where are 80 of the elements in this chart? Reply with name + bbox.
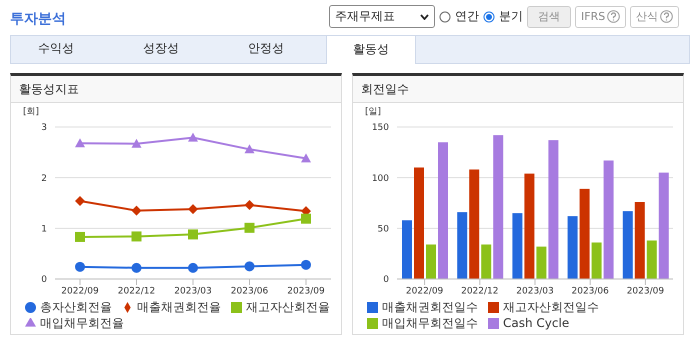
- point: [75, 138, 85, 148]
- point: [188, 262, 198, 273]
- text: 활동성: [326, 35, 416, 64]
- bar: [512, 213, 522, 279]
- bar: [658, 172, 669, 279]
- text: 성장성: [142, 40, 180, 57]
- x-tick-label: 2023/06: [230, 286, 268, 296]
- y-axis-title: [회]: [23, 106, 40, 118]
- point: [75, 196, 85, 206]
- x-tick-label: 2022/09: [406, 286, 444, 296]
- bar: [469, 170, 480, 279]
- point: [188, 132, 198, 142]
- point: [301, 260, 311, 270]
- bar: [646, 240, 657, 279]
- bar: [493, 135, 504, 279]
- x-tick-label: 2022/12: [461, 286, 498, 296]
- point: [301, 153, 311, 162]
- bar: [634, 202, 645, 279]
- point: [132, 206, 142, 216]
- bar: [604, 160, 614, 279]
- point: [244, 222, 254, 233]
- bar: [438, 142, 448, 279]
- point: [75, 232, 85, 242]
- point: [244, 261, 254, 272]
- point: [132, 231, 142, 242]
- text: 투자분석: [10, 10, 66, 28]
- text: 검색: [527, 6, 571, 28]
- y-axis-title: [일]: [365, 106, 382, 118]
- text: 연간: [455, 8, 479, 25]
- bar: [481, 244, 492, 279]
- bar: [548, 140, 558, 279]
- legend-label: Cash Cycle: [503, 316, 570, 330]
- y-tick-label: 100: [372, 174, 390, 184]
- bar: [622, 211, 633, 279]
- text: 분기: [499, 8, 523, 25]
- point: [132, 262, 142, 273]
- bar: [524, 174, 534, 279]
- y-tick-label: 1: [41, 224, 47, 235]
- legend-label: 매입채무회전율: [40, 316, 124, 330]
- x-tick-label: 2023/03: [516, 286, 554, 296]
- text: 안정성: [247, 40, 285, 57]
- bar: [426, 244, 436, 279]
- legend-label: 재고자산회전일수: [503, 300, 599, 314]
- bar: [592, 242, 602, 279]
- x-tick-label: 2022/09: [61, 286, 99, 296]
- text: 산식: [636, 9, 658, 24]
- text: 수익성: [37, 40, 75, 57]
- bar: [568, 216, 578, 279]
- x-tick-label: 2023/03: [174, 286, 212, 296]
- legend-label: 총자산회전율: [40, 300, 112, 314]
- x-tick-label: 2023/09: [626, 286, 664, 296]
- legend-label: 재고자산회전율: [246, 300, 330, 314]
- y-tick-label: 0: [41, 275, 48, 286]
- text: IFRS: [581, 10, 606, 23]
- bar: [580, 188, 590, 279]
- y-tick-label: 150: [372, 123, 390, 134]
- point: [244, 200, 254, 210]
- y-tick-label: 2: [41, 174, 47, 184]
- legend-label: 매출채권회전일수: [382, 300, 478, 314]
- point: [188, 204, 198, 214]
- point: [132, 138, 142, 148]
- x-tick-label: 2023/06: [572, 286, 610, 296]
- point: [188, 229, 198, 240]
- point: [244, 144, 254, 154]
- bar: [536, 246, 546, 279]
- x-tick-label: 2023/09: [287, 286, 325, 296]
- y-tick-label: 50: [378, 224, 390, 235]
- legend-label: 매입채무회전일수: [382, 316, 478, 330]
- y-tick-label: 3: [41, 123, 47, 134]
- x-tick-label: 2022/12: [118, 286, 156, 296]
- bar: [402, 220, 412, 279]
- point: [75, 262, 85, 272]
- chart-title: 회전일수: [353, 76, 683, 103]
- point: [301, 214, 311, 224]
- chart-title: 활동성지표: [11, 76, 341, 103]
- legend-label: 매출채권회전율: [137, 300, 221, 314]
- bar: [414, 168, 424, 279]
- text: 주재무제표: [335, 8, 395, 25]
- y-tick-label: 0: [383, 275, 390, 286]
- bar: [457, 212, 468, 279]
